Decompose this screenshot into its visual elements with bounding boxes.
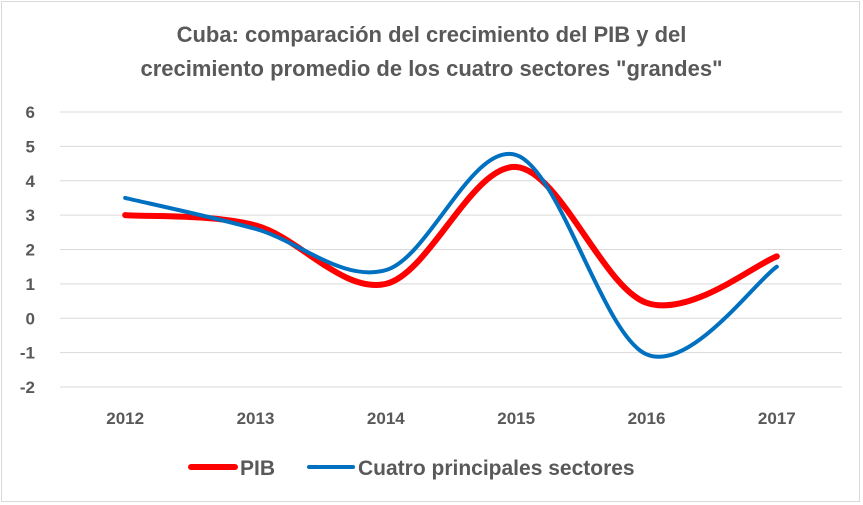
y-tick-label: 1 [26, 275, 35, 294]
legend: PIB Cuatro principales sectores [188, 457, 635, 480]
y-tick-label: 0 [26, 309, 35, 328]
x-tick-label: 2012 [106, 409, 144, 428]
chart-title-line-2: crecimiento promedio de los cuatro secto… [140, 56, 723, 81]
x-tick-label: 2016 [628, 409, 666, 428]
x-tick-label: 2014 [367, 409, 405, 428]
y-tick-label: 5 [26, 137, 35, 156]
legend-label: Cuatro principales sectores [358, 457, 635, 480]
chart-title-line-1: Cuba: comparación del crecimiento del PI… [176, 22, 687, 47]
y-axis-ticks: 6 5 4 3 2 1 0 -1 -2 [20, 103, 36, 397]
x-tick-label: 2017 [758, 409, 796, 428]
y-tick-label: -1 [20, 344, 35, 363]
legend-label: PIB [240, 457, 275, 480]
grid-lines [60, 111, 842, 388]
x-axis-ticks: 2012 2013 2014 2015 2016 2017 [106, 409, 795, 428]
y-tick-label: 2 [26, 241, 35, 260]
x-tick-label: 2013 [237, 409, 275, 428]
series-line-cuatro-sectores [123, 151, 779, 359]
y-tick-label: 3 [26, 206, 35, 225]
y-tick-label: 4 [26, 172, 36, 191]
y-tick-label: -2 [20, 378, 35, 397]
series-lines [122, 151, 780, 359]
x-tick-label: 2015 [497, 409, 535, 428]
y-tick-label: 6 [26, 103, 35, 122]
series-line-pib [122, 163, 780, 309]
